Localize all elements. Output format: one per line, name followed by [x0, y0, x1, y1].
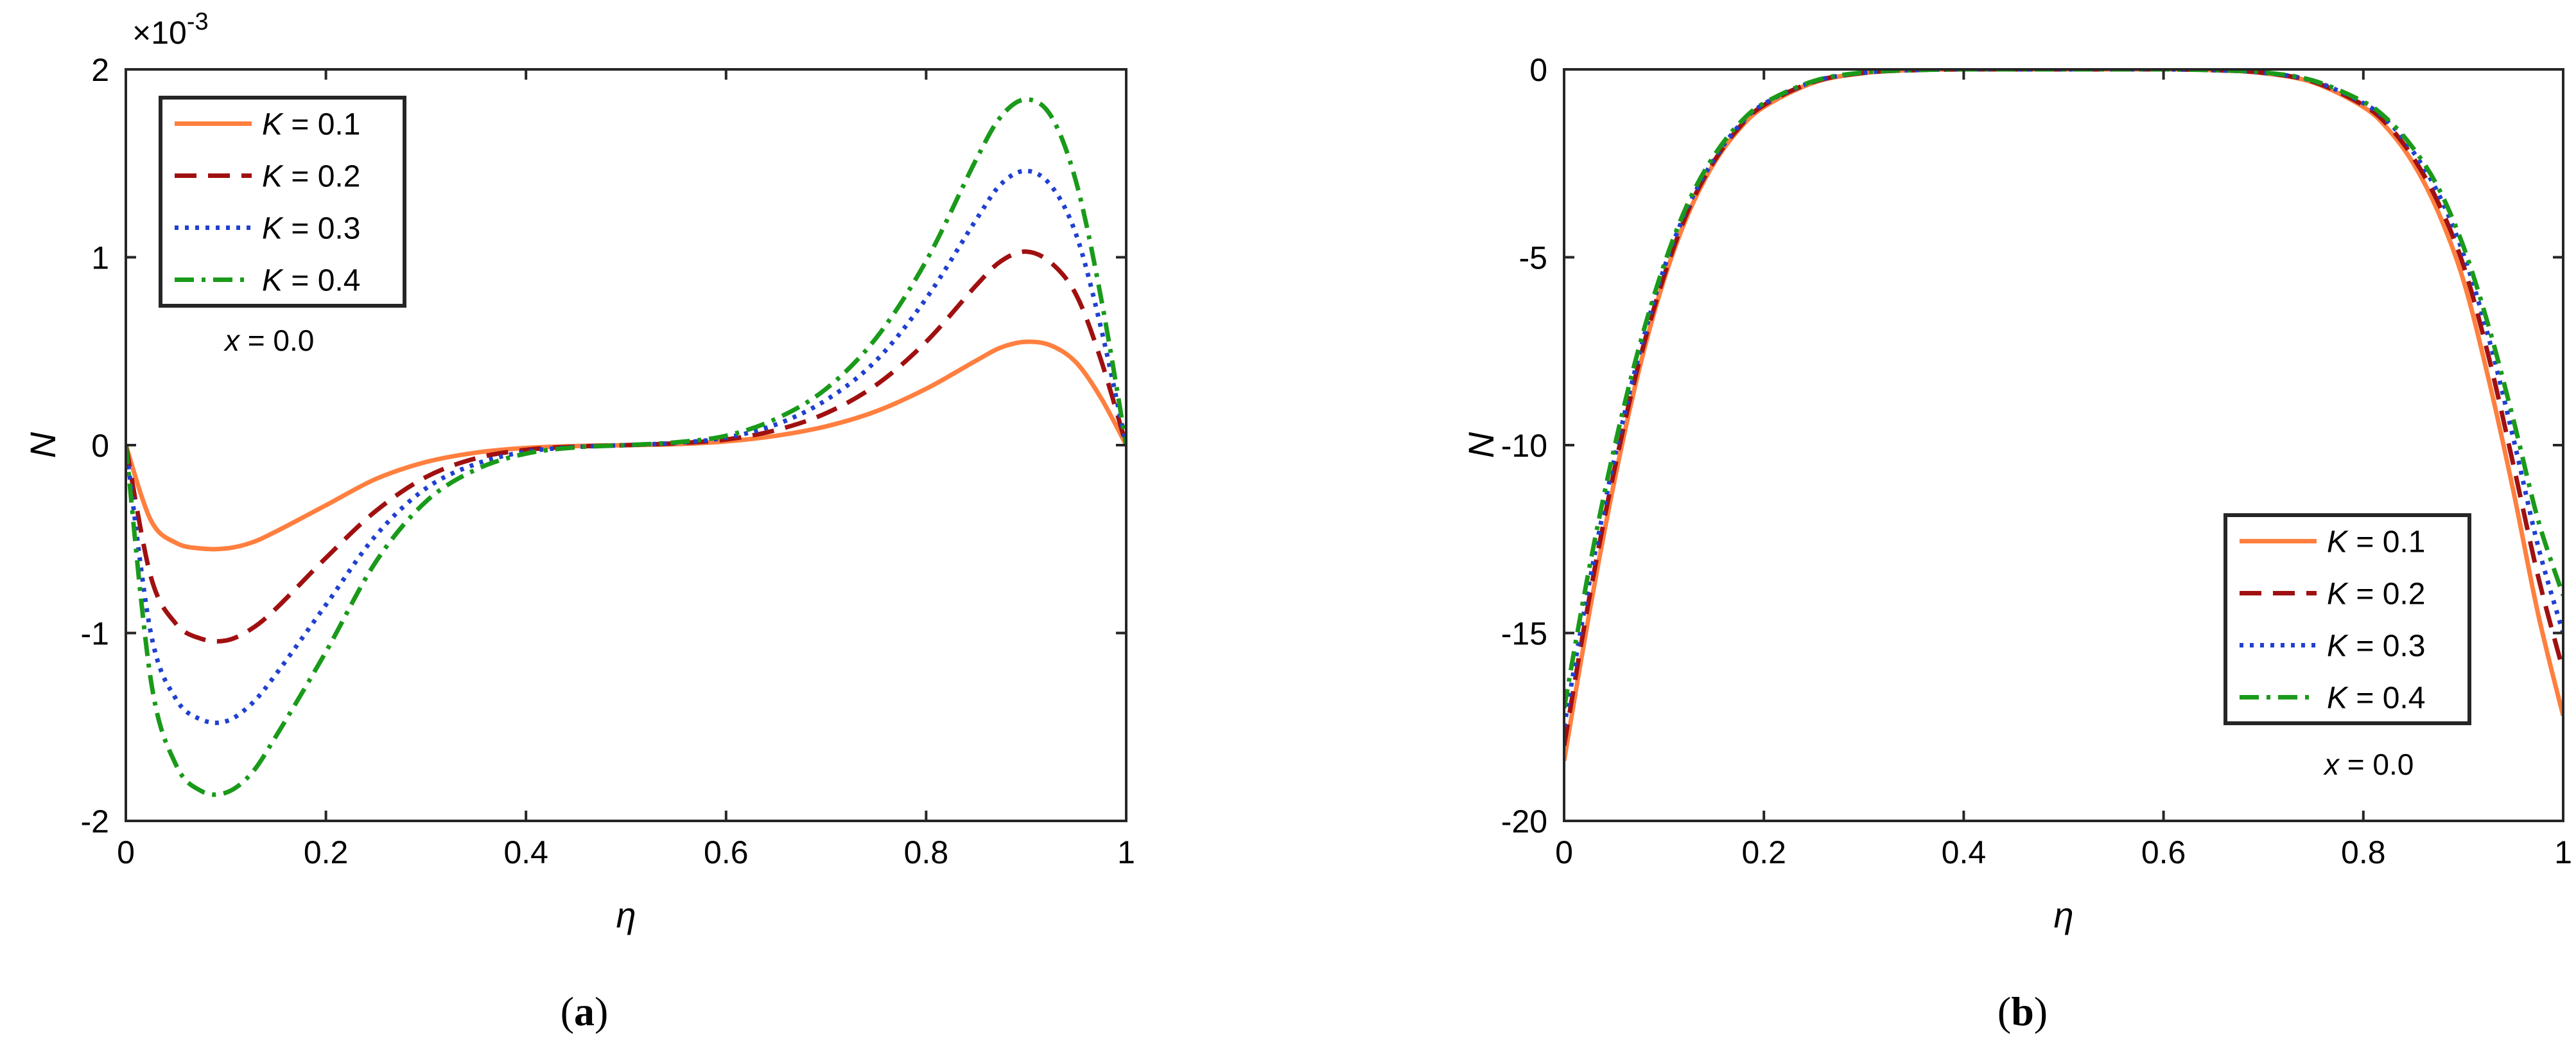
legend-label-k3: K = 0.3	[2327, 629, 2425, 664]
y-tick-label: -15	[1501, 616, 1547, 652]
x-axis-label: η	[2053, 895, 2073, 935]
legend-label-k4: K = 0.4	[262, 264, 360, 298]
y-tick-label: -2	[81, 804, 109, 840]
series-line-k4	[126, 97, 1126, 797]
legend-label-k2: K = 0.2	[262, 160, 360, 194]
x-tick-label: 0.8	[904, 834, 949, 870]
y-tick-label: -1	[81, 616, 109, 652]
y-tick-label: 0	[91, 428, 109, 464]
x-tick-label: 0.6	[704, 834, 749, 870]
y-tick-label: 0	[1529, 52, 1547, 88]
y-tick-label: 1	[91, 240, 109, 276]
legend-box	[2224, 513, 2471, 725]
series-line-k3	[126, 168, 1126, 725]
x-tick-label: 0.2	[304, 834, 349, 870]
series-line-k2	[126, 249, 1126, 644]
series-group	[1564, 69, 2563, 761]
y-tick-label: -5	[1519, 240, 1547, 276]
annotation-label: x = 0.0	[2323, 748, 2414, 781]
x-tick-label: 0.8	[2341, 834, 2386, 870]
legend: K = 0.1 K = 0.2 K = 0.3 K = 0.4	[159, 96, 406, 308]
x-tick-label: 0	[117, 834, 135, 870]
y-tick-label: 2	[91, 52, 109, 88]
legend-label-k2: K = 0.2	[2327, 577, 2425, 611]
y-axis-label: N	[22, 432, 63, 458]
y-tick-label: -10	[1501, 428, 1547, 464]
x-tick-label: 0.4	[503, 834, 548, 870]
annotation-label: x = 0.0	[223, 324, 314, 357]
legend-label-k4: K = 0.4	[2327, 682, 2425, 716]
x-tick-label: 1	[1117, 834, 1135, 870]
series-line-k4	[1564, 69, 2563, 709]
x-tick-label: 1	[2554, 834, 2572, 870]
scale-factor-label: ×10-3	[132, 8, 209, 51]
legend-box	[159, 96, 406, 308]
x-tick-label: 0.4	[1942, 834, 1987, 870]
x-tick-label: 0.2	[1741, 834, 1786, 870]
panel-caption: (a)	[561, 989, 609, 1034]
y-tick-label: -20	[1501, 804, 1547, 840]
legend-label-k3: K = 0.3	[262, 212, 360, 246]
x-tick-label: 0.6	[2141, 834, 2186, 870]
x-axis-label: η	[616, 895, 636, 935]
series-group	[126, 97, 1126, 797]
x-tick-label: 0	[1555, 834, 1573, 870]
legend-label-k1: K = 0.1	[262, 108, 360, 142]
panel-caption: (b)	[1997, 989, 2048, 1034]
y-axis-label: N	[1461, 432, 1501, 458]
legend: K = 0.1 K = 0.2 K = 0.3 K = 0.4	[2224, 513, 2471, 725]
series-line-k2	[1564, 69, 2563, 746]
legend-label-k1: K = 0.1	[2327, 525, 2425, 559]
